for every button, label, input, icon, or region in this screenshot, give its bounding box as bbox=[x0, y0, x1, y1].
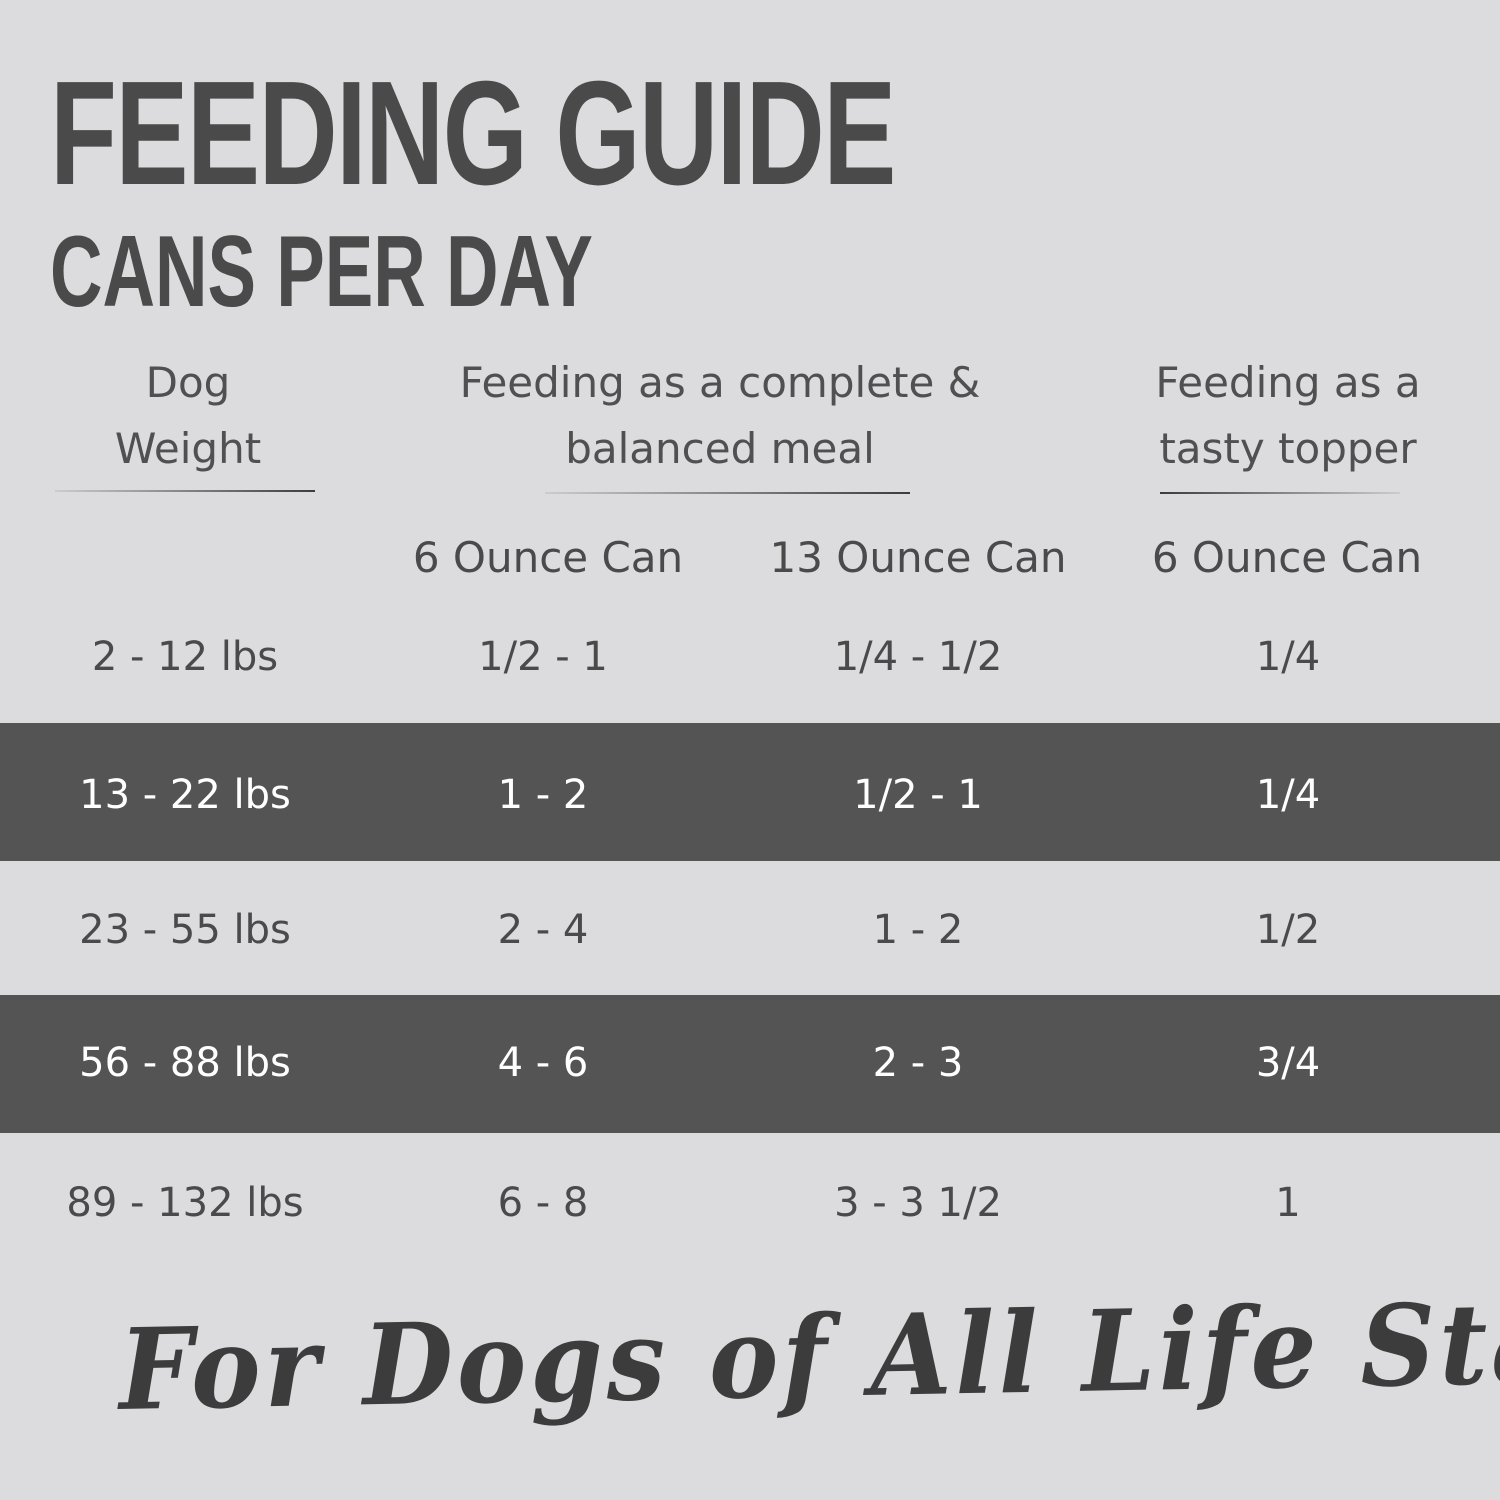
header-line: Weight bbox=[114, 424, 262, 473]
divider bbox=[1160, 492, 1400, 494]
page-title: FEEDING GUIDE bbox=[50, 51, 896, 216]
table-cell: 13 - 22 lbs bbox=[79, 772, 291, 818]
row-band bbox=[0, 995, 1500, 1133]
header-dog-weight: Dog Weight bbox=[115, 350, 261, 482]
table-cell: 1/4 - 1/2 bbox=[833, 634, 1003, 680]
table-cell: 2 - 3 bbox=[872, 1040, 964, 1086]
table-cell: 2 - 12 lbs bbox=[91, 634, 279, 680]
header-line: Dog bbox=[145, 358, 231, 407]
table-cell: 1/2 - 1 bbox=[853, 772, 983, 818]
header-complete-meal: Feeding as a complete & balanced meal bbox=[460, 350, 981, 482]
header-line: balanced meal bbox=[565, 424, 875, 473]
table-cell: 4 - 6 bbox=[497, 1040, 589, 1086]
table-cell: 1 bbox=[1275, 1180, 1301, 1226]
table-cell: 6 - 8 bbox=[497, 1180, 589, 1226]
row-band bbox=[0, 723, 1500, 861]
divider bbox=[545, 492, 910, 494]
table-cell: 1 - 2 bbox=[497, 772, 589, 818]
header-line: Feeding as a bbox=[1155, 358, 1421, 407]
table-cell: 1/4 bbox=[1255, 634, 1321, 680]
footer-tagline: For Dogs of All Life Stages bbox=[118, 1273, 1500, 1436]
header-tasty-topper: Feeding as a tasty topper bbox=[1155, 350, 1420, 482]
table-cell: 1/2 - 1 bbox=[478, 634, 608, 680]
header-line: Feeding as a complete & bbox=[459, 358, 981, 407]
table-cell: 3 - 3 1/2 bbox=[834, 1180, 1002, 1226]
table-cell: 1/2 bbox=[1255, 907, 1321, 953]
subheader-13oz: 13 Ounce Can bbox=[769, 533, 1067, 582]
subheader-6oz-topper: 6 Ounce Can bbox=[1151, 533, 1423, 582]
table-cell: 23 - 55 lbs bbox=[79, 907, 291, 953]
table-cell: 1/4 bbox=[1255, 772, 1321, 818]
table-cell: 1 - 2 bbox=[872, 907, 964, 953]
table-cell: 56 - 88 lbs bbox=[79, 1040, 291, 1086]
table-cell: 89 - 132 lbs bbox=[66, 1180, 304, 1226]
divider bbox=[55, 490, 315, 492]
page-subtitle: CANS PER DAY bbox=[50, 216, 593, 328]
header-line: tasty topper bbox=[1159, 424, 1417, 473]
subheader-6oz: 6 Ounce Can bbox=[412, 533, 684, 582]
table-cell: 3/4 bbox=[1255, 1040, 1321, 1086]
table-cell: 2 - 4 bbox=[497, 907, 589, 953]
